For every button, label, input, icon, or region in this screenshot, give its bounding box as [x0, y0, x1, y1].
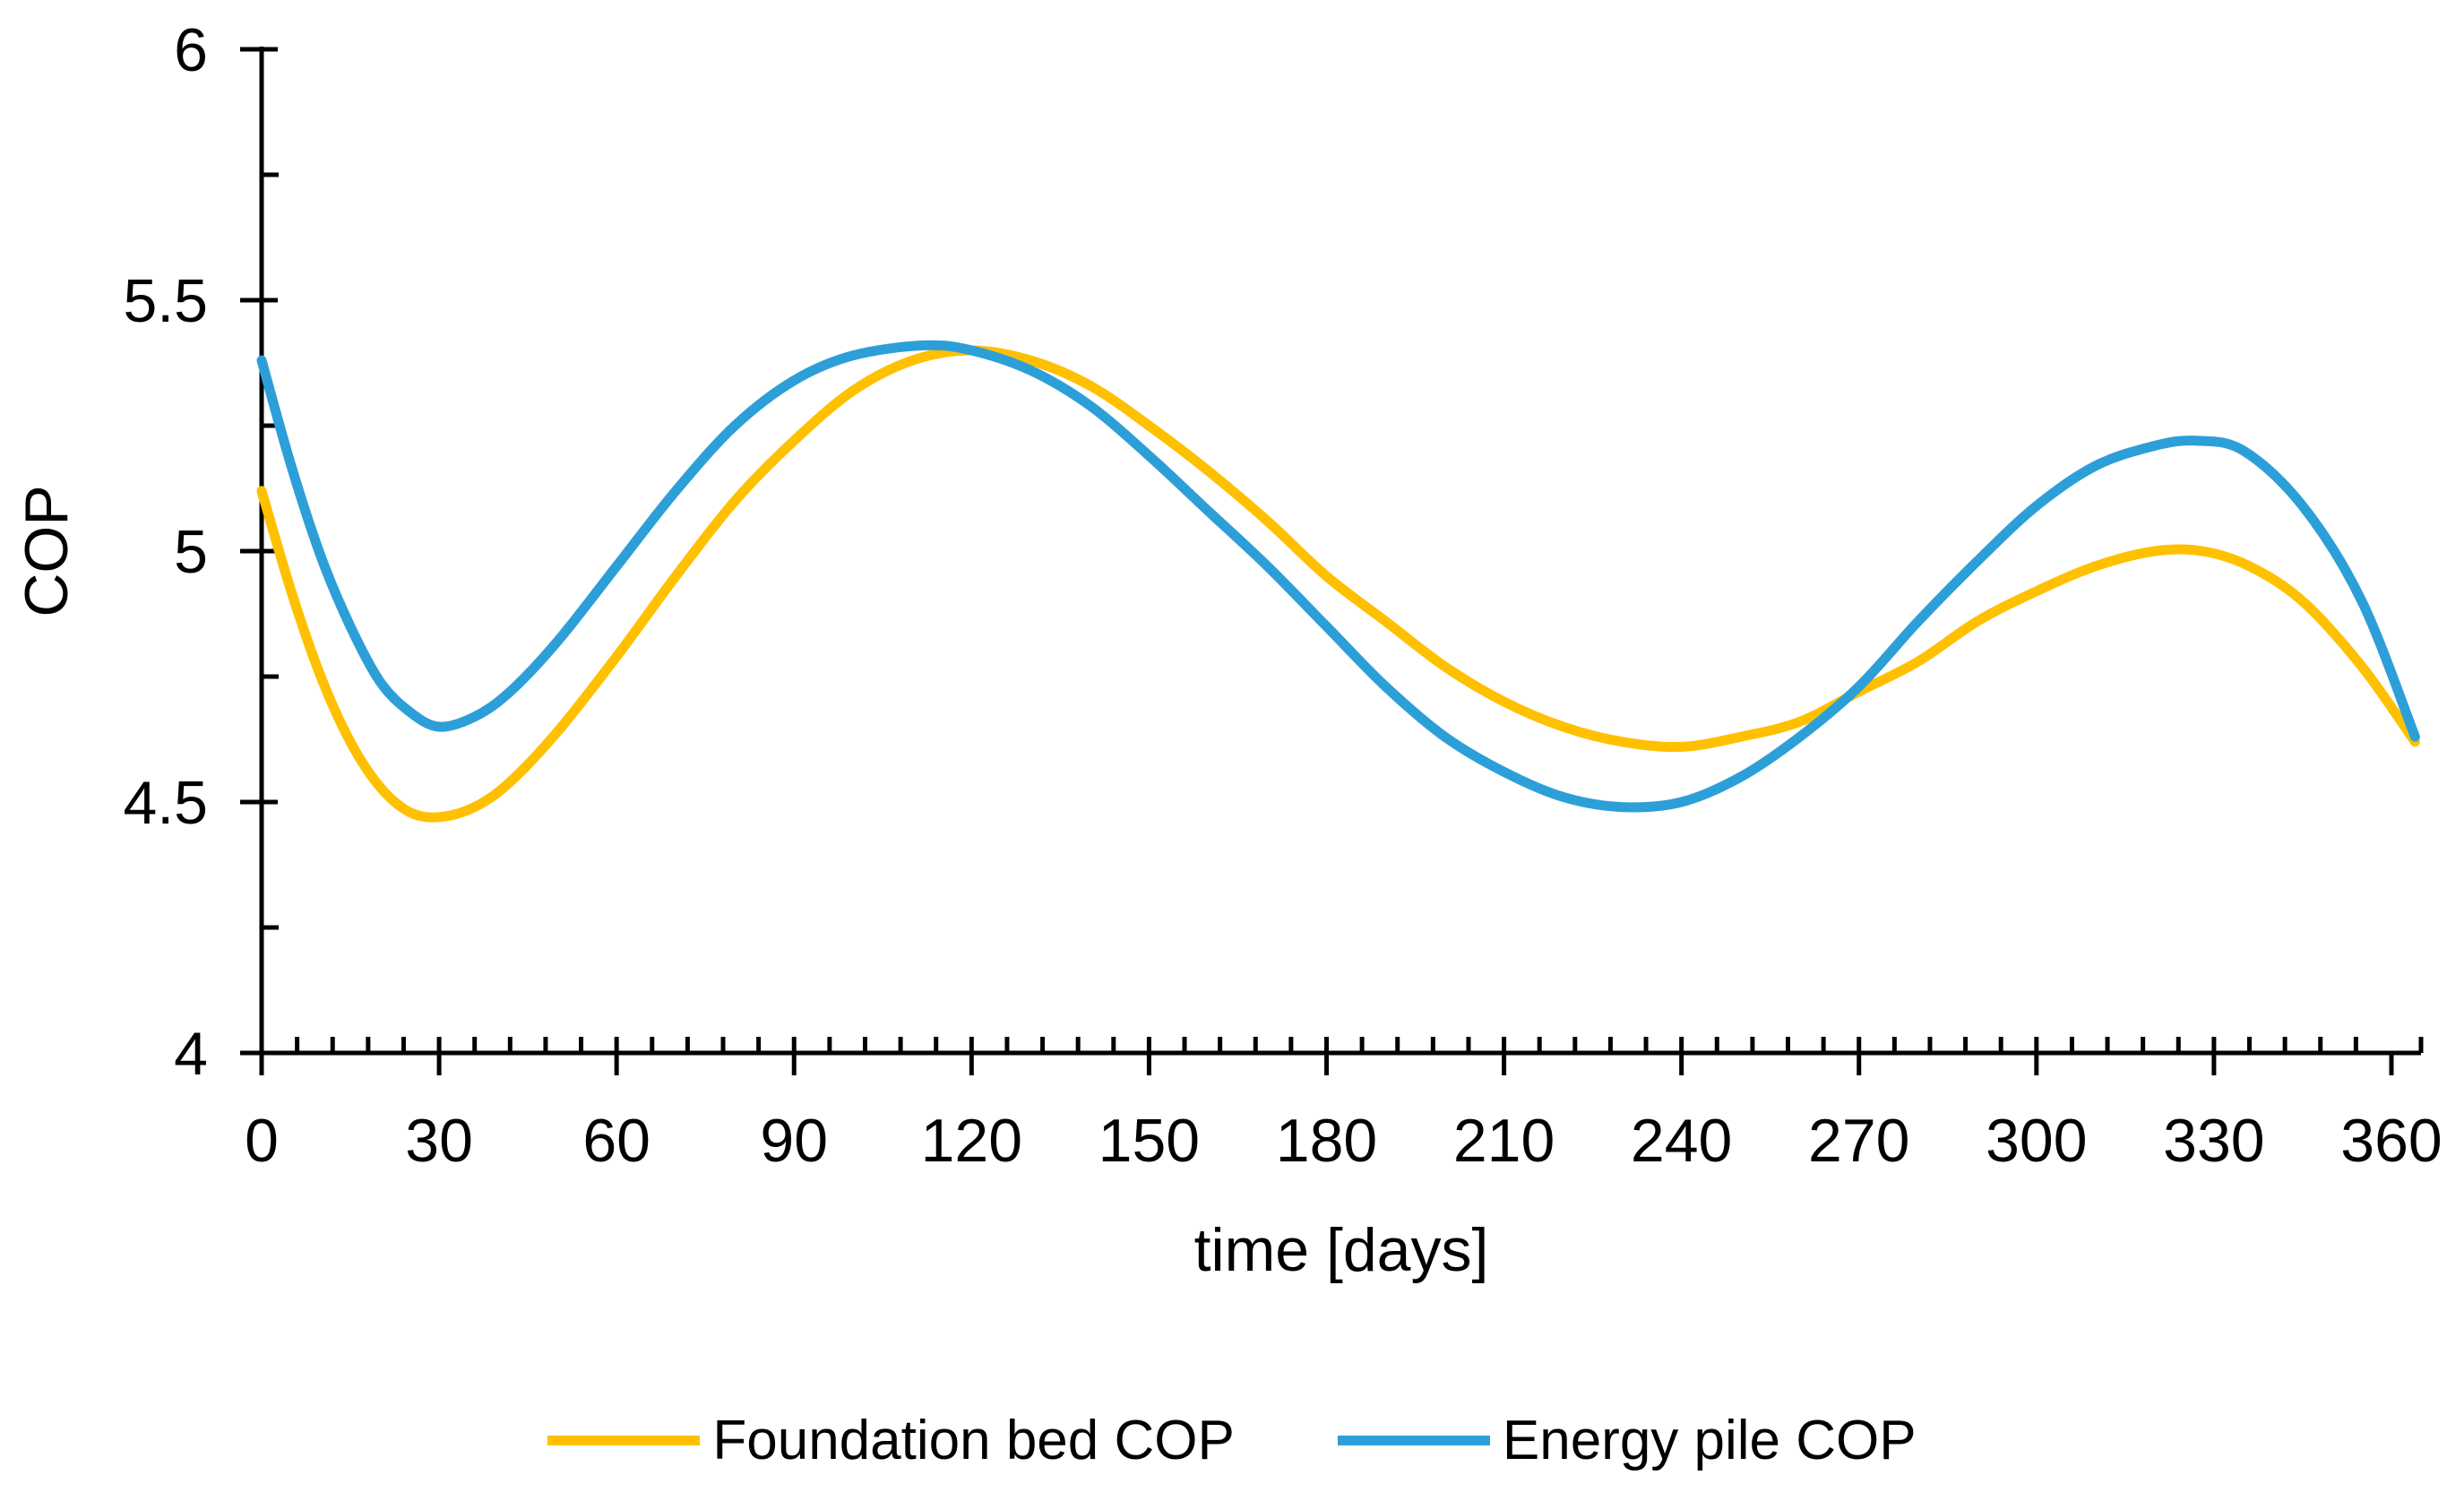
y-tick-label: 4.5 — [123, 769, 208, 837]
legend-line-swatch-foundation-bed — [547, 1436, 701, 1445]
legend-item-energy-pile: Energy pile COP — [1337, 1409, 1917, 1472]
x-tick-label: 90 — [760, 1107, 828, 1175]
x-tick-label: 30 — [405, 1107, 473, 1175]
series-line-energy-pile — [256, 340, 2420, 813]
x-tick-label: 240 — [1631, 1107, 1732, 1175]
y-tick-label: 6 — [174, 16, 208, 84]
x-tick-label: 270 — [1808, 1107, 1909, 1175]
x-tick-label: 150 — [1098, 1107, 1200, 1175]
x-tick-label: 330 — [2163, 1107, 2264, 1175]
x-tick-label: 210 — [1453, 1107, 1555, 1175]
y-tick-label: 5 — [174, 518, 208, 586]
legend-item-foundation-bed: Foundation bed COP — [547, 1409, 1235, 1472]
x-tick-label: 0 — [245, 1107, 279, 1175]
x-tick-label: 300 — [1986, 1107, 2087, 1175]
y-axis-title: COP — [13, 485, 81, 617]
x-tick-label: 60 — [582, 1107, 650, 1175]
series-line-foundation-bed — [256, 345, 2420, 823]
chart-legend: Foundation bed COP Energy pile COP — [0, 1409, 2464, 1472]
x-tick-label: 360 — [2340, 1107, 2442, 1175]
legend-label-energy-pile: Energy pile COP — [1502, 1410, 1917, 1471]
x-axis-title: time [days] — [1193, 1216, 1489, 1284]
legend-label-foundation-bed: Foundation bed COP — [712, 1410, 1235, 1471]
x-tick-label: 120 — [921, 1107, 1022, 1175]
y-tick-label: 4 — [174, 1020, 208, 1088]
y-tick-label: 5.5 — [123, 267, 208, 335]
legend-line-swatch-energy-pile — [1337, 1436, 1490, 1445]
x-tick-label: 180 — [1276, 1107, 1377, 1175]
